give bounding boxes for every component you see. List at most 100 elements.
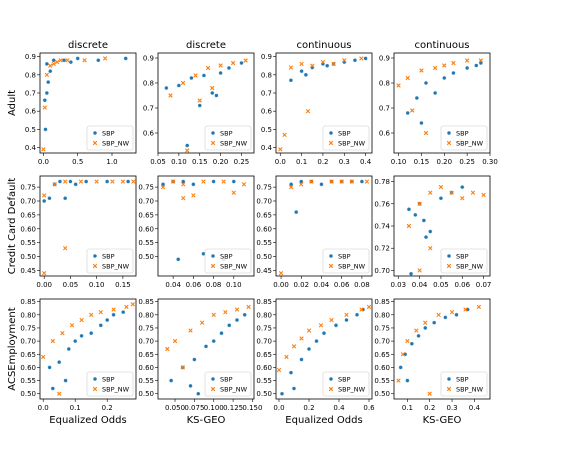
point	[463, 307, 468, 312]
point	[417, 268, 422, 273]
legend-label: SBP_NW	[102, 262, 130, 270]
x-tick-label: 0.0	[38, 404, 49, 412]
point	[423, 130, 429, 136]
point	[405, 110, 410, 116]
legend-marker	[446, 140, 452, 146]
subplot-title: discrete	[68, 40, 108, 51]
point	[58, 58, 63, 63]
point	[428, 190, 433, 195]
y-tick-label: 0.50	[256, 390, 272, 398]
legend-marker	[92, 386, 98, 392]
y-tick-label: 0.8	[25, 71, 36, 79]
x-tick-label: 0.25	[459, 158, 475, 166]
point	[405, 378, 410, 383]
x-tick-label: 0.150	[242, 404, 262, 412]
legend-marker	[328, 263, 334, 269]
point	[242, 312, 247, 317]
point	[309, 179, 314, 184]
point	[344, 318, 349, 323]
point	[188, 383, 193, 388]
point	[123, 56, 128, 61]
point	[299, 336, 304, 341]
point	[423, 325, 428, 330]
point	[57, 391, 62, 396]
y-tick-label: 0.50	[256, 253, 272, 261]
y-tick-label: 0.75	[138, 324, 154, 332]
x-tick-label: 0.08	[354, 281, 370, 289]
x-tick-label: 0.04	[412, 281, 428, 289]
legend-marker	[210, 253, 216, 259]
point	[79, 333, 84, 338]
y-tick-label: 0.70	[20, 338, 36, 346]
y-tick-label: 0.50	[20, 253, 36, 261]
point	[284, 354, 289, 360]
point	[50, 338, 55, 344]
point	[410, 108, 415, 113]
legend-label: SBP_NW	[338, 262, 366, 270]
point	[414, 328, 419, 333]
point	[406, 223, 412, 229]
y-tick-label: 0.7	[261, 90, 272, 98]
point	[60, 331, 65, 336]
point	[164, 85, 169, 91]
point	[333, 323, 339, 328]
point	[227, 323, 232, 328]
legend-marker	[92, 140, 98, 146]
point	[48, 63, 53, 68]
point	[44, 90, 49, 96]
point	[205, 65, 211, 71]
point	[428, 246, 433, 251]
point	[124, 304, 129, 310]
y-tick-label: 0.74	[374, 223, 390, 231]
point	[303, 72, 308, 77]
x-axis-label: Equalized Odds	[285, 415, 362, 426]
y-tick-label: 0.85	[374, 298, 390, 306]
legend-marker	[446, 130, 452, 136]
y-tick-label: 0.80	[374, 311, 390, 319]
x-tick-label: 0.04	[165, 281, 181, 289]
point	[41, 147, 46, 152]
point	[82, 58, 87, 63]
y-tick-label: 0.70	[374, 267, 390, 275]
point	[69, 323, 75, 328]
y-tick-label: 0.55	[20, 377, 36, 385]
point	[396, 83, 401, 88]
point	[288, 370, 294, 375]
point	[51, 61, 56, 67]
point	[314, 339, 319, 344]
x-axis-label: Equalized Odds	[49, 415, 126, 426]
legend-label: SBP_NW	[102, 385, 130, 393]
legend-box	[86, 371, 134, 397]
point	[188, 328, 193, 333]
y-tick-label: 0.85	[256, 298, 272, 306]
point	[192, 357, 197, 362]
y-tick-label: 0.55	[256, 377, 272, 385]
point	[352, 58, 357, 63]
point	[121, 310, 126, 315]
point	[42, 198, 47, 204]
point	[398, 365, 403, 370]
point	[423, 80, 429, 86]
legend-label: SBP	[220, 375, 233, 383]
point	[211, 312, 216, 317]
subplot: 0.0 0.2 0.4 0.6 0.50 0.55 0.60 0.65 0.70 0.75 0.80…	[256, 298, 375, 426]
point	[364, 179, 370, 184]
y-tick-label: 0.55	[138, 377, 154, 385]
y-tick-label: 0.6	[261, 108, 273, 116]
point	[219, 331, 224, 336]
y-tick-label: 0.60	[256, 364, 272, 372]
point	[105, 179, 110, 184]
point	[191, 182, 196, 187]
point	[291, 386, 297, 391]
y-tick-label: 0.8	[261, 71, 272, 79]
y-tick-label: 0.50	[138, 390, 154, 398]
point	[172, 338, 178, 344]
x-tick-label: 0.075	[184, 404, 204, 412]
point	[180, 80, 186, 86]
point	[197, 98, 202, 103]
subplot: 0.04 0.06 0.08 0.10 0.50 0.55 0.60 0.65 0.70 0.75…	[138, 175, 255, 289]
x-tick-label: 0.06	[334, 281, 350, 289]
x-tick-label: 0.1	[402, 404, 413, 412]
y-tick-label: 0.9	[25, 53, 36, 61]
